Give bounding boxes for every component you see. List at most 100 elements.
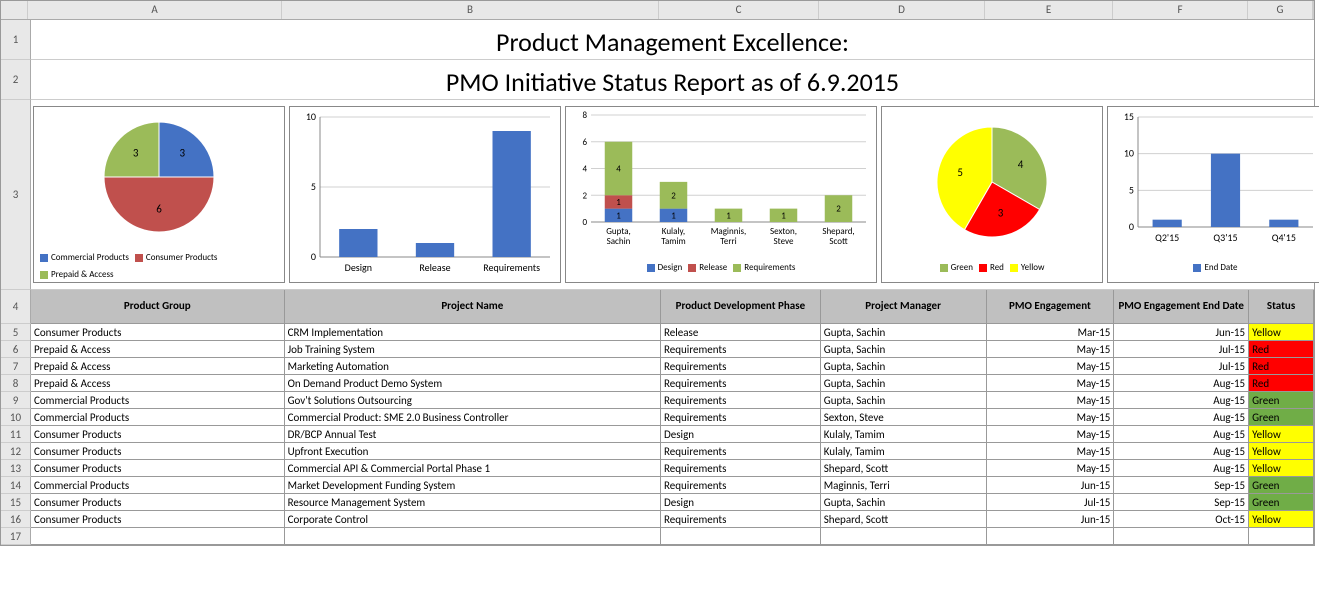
chart-pm-stacked[interactable]: 02468114Gupta,Sachin12Kulaly,Tamim1Magin… <box>565 106 877 283</box>
row-head-13[interactable]: 13 <box>1 460 31 477</box>
cell[interactable]: Consumer Products <box>31 324 285 340</box>
cell[interactable]: Consumer Products <box>31 443 285 459</box>
empty-row[interactable] <box>31 528 1314 545</box>
cell[interactable]: Gov't Solutions Outsourcing <box>285 392 661 408</box>
cell[interactable]: Jul-15 <box>1114 358 1249 374</box>
cell[interactable]: Red <box>1249 375 1314 391</box>
cell[interactable]: Green <box>1249 477 1314 493</box>
row-head-9[interactable]: 9 <box>1 392 31 409</box>
table-row[interactable]: Prepaid & AccessMarketing AutomationRequ… <box>31 358 1314 375</box>
col-head-e[interactable]: E <box>985 1 1113 19</box>
cell[interactable]: Jun-15 <box>1114 324 1249 340</box>
row-head-12[interactable]: 12 <box>1 443 31 460</box>
table-row[interactable]: Consumer ProductsCorporate ControlRequir… <box>31 511 1314 528</box>
cell[interactable]: Job Training System <box>285 341 661 357</box>
cell[interactable]: Jul-15 <box>1114 341 1249 357</box>
row-head-1[interactable]: 1 <box>1 20 31 60</box>
cell[interactable]: Jul-15 <box>987 494 1115 510</box>
chart-phase-bar[interactable]: 0510DesignReleaseRequirements <box>289 106 561 283</box>
cell[interactable]: Requirements <box>661 341 821 357</box>
table-row[interactable]: Commercial ProductsCommercial Product: S… <box>31 409 1314 426</box>
cell[interactable]: CRM Implementation <box>285 324 661 340</box>
cell[interactable]: Resource Management System <box>285 494 661 510</box>
table-row[interactable]: Consumer ProductsCRM ImplementationRelea… <box>31 324 1314 341</box>
cell[interactable]: Yellow <box>1249 426 1314 442</box>
cell[interactable]: Commercial Product: SME 2.0 Business Con… <box>285 409 661 425</box>
header-cell[interactable]: Project Manager <box>821 290 987 323</box>
header-cell[interactable]: Product Group <box>31 290 285 323</box>
col-head-f[interactable]: F <box>1113 1 1248 19</box>
table-row[interactable]: Consumer ProductsDR/BCP Annual TestDesig… <box>31 426 1314 443</box>
row-head-6[interactable]: 6 <box>1 341 31 358</box>
cell[interactable]: May-15 <box>987 409 1115 425</box>
chart-product-group-pie[interactable]: 363 Commercial ProductsConsumer Products… <box>33 106 285 283</box>
cell[interactable]: Consumer Products <box>31 426 285 442</box>
cell[interactable]: Sexton, Steve <box>821 409 987 425</box>
cell[interactable]: Market Development Funding System <box>285 477 661 493</box>
table-row[interactable]: Prepaid & AccessJob Training SystemRequi… <box>31 341 1314 358</box>
cell[interactable]: Mar-15 <box>987 324 1115 340</box>
cell[interactable]: Gupta, Sachin <box>821 358 987 374</box>
cell[interactable]: Upfront Execution <box>285 443 661 459</box>
header-cell[interactable]: PMO Engagement End Date <box>1114 290 1249 323</box>
cell[interactable]: Yellow <box>1249 511 1314 527</box>
cell[interactable]: Consumer Products <box>31 460 285 476</box>
cell[interactable]: Consumer Products <box>31 511 285 527</box>
col-head-d[interactable]: D <box>819 1 985 19</box>
cell[interactable]: Requirements <box>661 375 821 391</box>
row-head-17[interactable]: 17 <box>1 528 31 545</box>
col-head-c[interactable]: C <box>659 1 819 19</box>
cell[interactable]: Aug-15 <box>1114 426 1249 442</box>
row-head-7[interactable]: 7 <box>1 358 31 375</box>
header-cell[interactable]: Product Development Phase <box>661 290 821 323</box>
row-head-2[interactable]: 2 <box>1 60 31 100</box>
cell[interactable]: Oct-15 <box>1114 511 1249 527</box>
cell[interactable]: Commercial Products <box>31 409 285 425</box>
chart-status-pie[interactable]: 435 GreenRedYellow <box>881 106 1103 283</box>
cell[interactable]: Requirements <box>661 392 821 408</box>
table-row[interactable]: Consumer ProductsResource Management Sys… <box>31 494 1314 511</box>
cell[interactable]: Yellow <box>1249 460 1314 476</box>
cell[interactable]: Gupta, Sachin <box>821 392 987 408</box>
cell[interactable]: Marketing Automation <box>285 358 661 374</box>
cell[interactable]: Commercial Products <box>31 392 285 408</box>
cell[interactable]: Aug-15 <box>1114 375 1249 391</box>
table-row[interactable]: Commercial ProductsMarket Development Fu… <box>31 477 1314 494</box>
cell[interactable]: Maginnis, Terri <box>821 477 987 493</box>
row-head-3[interactable]: 3 <box>1 100 31 290</box>
corner-cell[interactable] <box>1 1 28 19</box>
cell[interactable]: Requirements <box>661 358 821 374</box>
row-head-8[interactable]: 8 <box>1 375 31 392</box>
row-head-14[interactable]: 14 <box>1 477 31 494</box>
cell[interactable]: On Demand Product Demo System <box>285 375 661 391</box>
cell[interactable]: Requirements <box>661 511 821 527</box>
cell[interactable]: Requirements <box>661 460 821 476</box>
cell[interactable]: Jun-15 <box>987 477 1115 493</box>
cell[interactable]: Gupta, Sachin <box>821 324 987 340</box>
col-head-g[interactable]: G <box>1248 1 1313 19</box>
cell[interactable]: Prepaid & Access <box>31 358 285 374</box>
cell[interactable]: Commercial Products <box>31 477 285 493</box>
cell[interactable]: Commercial API & Commercial Portal Phase… <box>285 460 661 476</box>
cell[interactable]: May-15 <box>987 460 1115 476</box>
header-cell[interactable]: Project Name <box>285 290 661 323</box>
col-head-a[interactable]: A <box>28 1 282 19</box>
cell[interactable]: Aug-15 <box>1114 460 1249 476</box>
cell[interactable]: Release <box>661 324 821 340</box>
cell[interactable]: DR/BCP Annual Test <box>285 426 661 442</box>
row-head-11[interactable]: 11 <box>1 426 31 443</box>
cell[interactable]: Kulaly, Tamim <box>821 426 987 442</box>
header-cell[interactable]: PMO Engagement <box>987 290 1115 323</box>
row-head-16[interactable]: 16 <box>1 511 31 528</box>
cell[interactable]: May-15 <box>987 443 1115 459</box>
cell[interactable]: Yellow <box>1249 443 1314 459</box>
cell[interactable]: Gupta, Sachin <box>821 341 987 357</box>
cell[interactable]: Design <box>661 426 821 442</box>
cell[interactable]: Requirements <box>661 409 821 425</box>
cell[interactable]: Green <box>1249 409 1314 425</box>
cell[interactable]: Jun-15 <box>987 511 1115 527</box>
row-head-15[interactable]: 15 <box>1 494 31 511</box>
cell[interactable]: Kulaly, Tamim <box>821 443 987 459</box>
cell[interactable]: Aug-15 <box>1114 409 1249 425</box>
cell[interactable]: Shepard, Scott <box>821 511 987 527</box>
